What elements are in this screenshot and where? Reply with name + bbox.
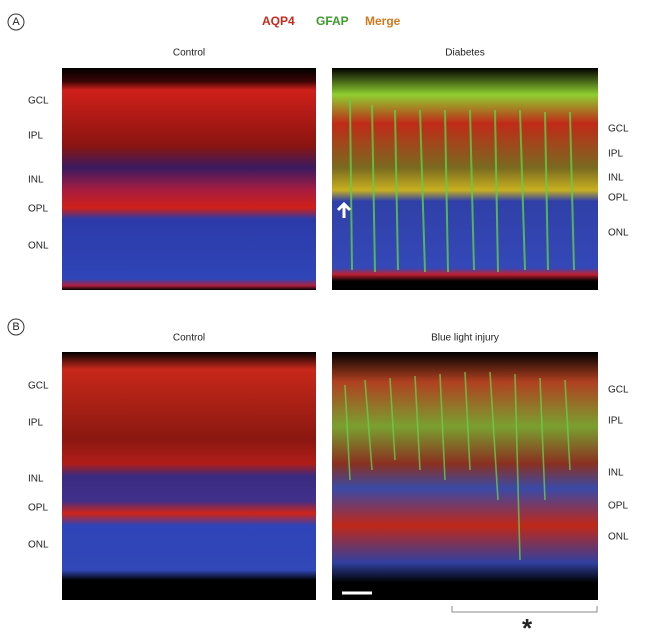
micrograph xyxy=(332,68,598,290)
layer-label: GCL xyxy=(28,381,49,392)
layer-label: IPL xyxy=(608,149,623,160)
arrow xyxy=(336,201,352,218)
layer-label: INL xyxy=(28,175,44,186)
layer-label: INL xyxy=(608,468,624,479)
layer-label: GCL xyxy=(28,96,49,107)
panel-letter-circle xyxy=(7,13,25,31)
micrograph xyxy=(332,352,598,600)
layer-label: GCL xyxy=(608,124,629,135)
layer-label: INL xyxy=(28,474,44,485)
layer-label: ONL xyxy=(28,241,49,252)
glial-fibers xyxy=(349,99,575,273)
panel-letter: B xyxy=(12,321,19,333)
layer-label: OPL xyxy=(608,501,628,512)
panel-letter-circle xyxy=(7,318,25,336)
legend-item: GFAP xyxy=(316,14,349,28)
panel-letter: A xyxy=(12,16,20,28)
legend-item: AQP4 xyxy=(262,14,295,28)
layer-label: IPL xyxy=(28,418,43,429)
layer-label: INL xyxy=(608,173,624,184)
layer-label: ONL xyxy=(608,228,629,239)
image-title: Diabetes xyxy=(445,48,484,59)
image-title: Control xyxy=(173,48,205,59)
image-title: Control xyxy=(173,333,205,344)
layer-label: IPL xyxy=(608,416,623,427)
layer-label: ONL xyxy=(608,532,629,543)
layer-label: ONL xyxy=(28,540,49,551)
micrograph xyxy=(62,68,316,290)
bracket xyxy=(451,606,598,613)
layer-label: OPL xyxy=(608,193,628,204)
layer-label: IPL xyxy=(28,131,43,142)
image-title: Blue light injury xyxy=(431,333,499,344)
layer-label: OPL xyxy=(28,503,48,514)
legend-item: Merge xyxy=(365,14,401,28)
layer-label: OPL xyxy=(28,204,48,215)
asterisk: * xyxy=(522,613,533,643)
micrograph xyxy=(62,352,316,600)
layer-label: GCL xyxy=(608,385,629,396)
glial-fibers xyxy=(344,371,571,561)
